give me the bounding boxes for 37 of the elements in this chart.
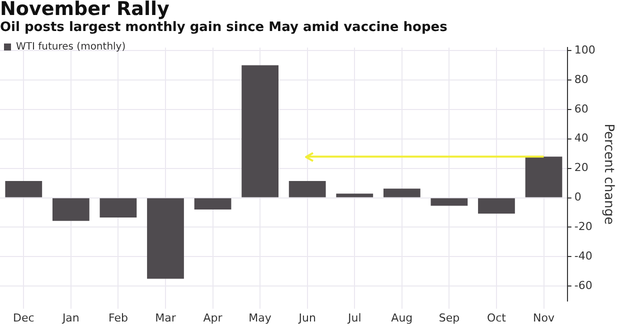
chart-title: November Rally [0,0,170,20]
y-tick-label: 40 [574,132,588,145]
x-tick-label: Mar [155,311,176,324]
x-tick-label: Nov [533,311,555,324]
bar [430,198,468,206]
legend-label: WTI futures (monthly) [16,42,126,53]
y-tick-label: 60 [574,102,588,116]
y-tick-label: 80 [574,72,588,86]
x-tick-label: Jul [346,311,362,324]
x-tick-label: May [248,311,272,324]
x-tick-label: Dec [12,311,34,324]
bar [100,198,137,218]
bar [525,156,562,198]
x-tick-label: Jun [298,311,316,324]
x-tick-label: Aug [391,311,413,324]
x-tick-label: Apr [203,311,223,324]
y-axis-title: Percent change [600,124,616,225]
x-tick-label: Feb [108,311,128,324]
y-tick-label: -60 [574,278,592,292]
x-tick-label: Oct [486,311,507,324]
bar [288,180,326,198]
y-tick-label: 100 [574,43,596,56]
bar [383,188,420,198]
bar [336,194,374,198]
y-tick-label: -20 [574,220,592,234]
y-tick-label: 0 [574,190,582,204]
bar [52,198,90,221]
bar [194,198,232,210]
chart-subtitle: Oil posts largest monthly gain since May amid vaccine hopes [0,20,448,35]
bar [147,198,184,279]
bar [478,198,515,214]
x-tick-label: Sep [438,311,460,324]
y-tick-label: 20 [574,161,588,174]
x-tick-label: Jan [61,311,80,324]
bar [5,180,42,198]
bar [242,65,278,198]
y-tick-label: -40 [574,249,592,262]
